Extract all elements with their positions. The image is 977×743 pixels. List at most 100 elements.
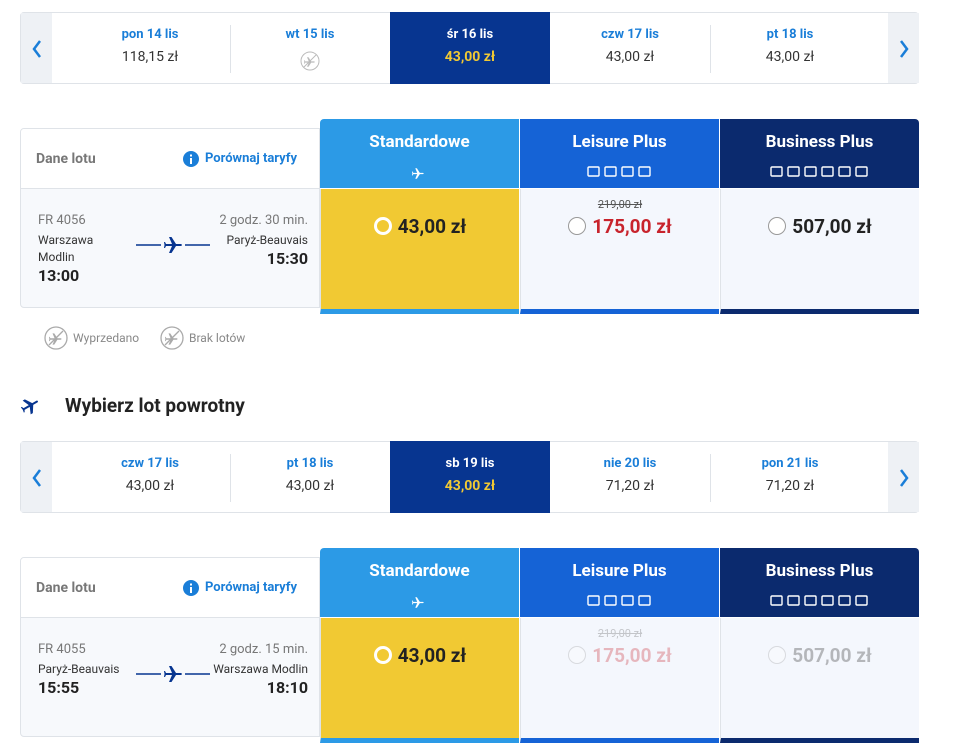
date-price: 71,20 zł (765, 478, 815, 494)
route-icon (136, 237, 210, 253)
departure: 13:00 (38, 266, 80, 285)
date-price: 71,20 zł (605, 478, 655, 494)
flight-details: Dane lotu Porównaj taryfy FR 4056 2 godz. 3… (20, 128, 320, 308)
radio[interactable] (373, 646, 392, 664)
fare-price: 175,00 zł (592, 643, 672, 667)
fare-option[interactable]: 43,00 zł (320, 189, 519, 314)
date-day: czw 17 lis (601, 27, 659, 42)
arrival: 15:30 (266, 249, 308, 268)
date-cell[interactable]: czw 17 lis 43,00 zł (550, 12, 710, 84)
fare-price: 507,00 zł (792, 643, 872, 667)
date-cell[interactable]: pt 18 lis 43,00 zł (230, 441, 390, 513)
arrow-prev[interactable] (21, 442, 52, 512)
date-cell-selected[interactable]: śr 16 lis 43,00 zł (390, 12, 550, 84)
date-day: pt 18 lis (286, 456, 334, 471)
date-price: 118,15 zł (121, 49, 179, 65)
chevron (900, 40, 909, 58)
divider (230, 454, 231, 502)
date-cell-selected[interactable]: sb 19 lis 43,00 zł (390, 441, 550, 513)
radio (768, 646, 787, 664)
date-price: 43,00 zł (444, 49, 496, 65)
arrow-prev[interactable] (21, 13, 52, 83)
compare-fares[interactable]: Porównaj taryfy (183, 150, 313, 168)
fare-name: Leisure Plus (572, 561, 667, 581)
date-strip: czw 17 lis 43,00 zł pt 18 lis 43,00 zł sb 19… (20, 441, 919, 513)
legend-icon (160, 326, 184, 350)
details-label: Dane lotu (36, 580, 96, 596)
date-price: 43,00 zł (285, 478, 335, 494)
fare-header: Leisure Plus (520, 548, 719, 617)
fare-price-group: 507,00 zł (721, 618, 919, 698)
date-price: 43,00 zł (765, 49, 815, 65)
chevron (32, 40, 41, 58)
date-price: 43,00 zł (125, 478, 175, 494)
fare-price: 175,00 zł (592, 214, 672, 238)
date-price: 43,00 zł (605, 49, 655, 65)
old-price: 219,00 zł (597, 627, 643, 640)
price-row: 43,00 zł (321, 213, 519, 239)
fare-option: 219,00 zł 175,00 zł (520, 618, 719, 743)
flight-details: Dane lotu Porównaj taryfy FR 4055 2 godz. 1… (20, 557, 320, 737)
fare-icons (412, 168, 424, 179)
flight-duration: 2 godz. 15 min. (219, 642, 308, 657)
arrow-next[interactable] (888, 13, 919, 83)
fare-icons (769, 166, 868, 177)
date-cell[interactable]: pt 18 lis 43,00 zł (710, 12, 870, 84)
date-day: nie 20 lis (603, 456, 657, 471)
price-row: 43,00 zł (321, 642, 519, 668)
compare-label: Porównaj taryfy (205, 580, 297, 595)
destination: Warszawa Modlin (213, 662, 308, 676)
date-cell[interactable]: pon 21 lis 71,20 zł (710, 441, 870, 513)
fare-price: 507,00 zł (792, 214, 872, 238)
date-day: czw 17 lis (121, 456, 179, 471)
radio[interactable] (768, 217, 787, 235)
fare-name: Leisure Plus (572, 132, 667, 152)
fare-name: Standardowe (369, 132, 470, 152)
legend-label: Wyprzedano (73, 331, 140, 345)
origin: Warszawa Modlin (38, 233, 94, 264)
fare-option: 507,00 zł (720, 618, 919, 743)
radio (568, 646, 587, 664)
fare-price: 43,00 zł (397, 214, 467, 238)
date-cell[interactable]: wt 15 lis (230, 12, 390, 84)
arrow-next[interactable] (888, 442, 919, 512)
flight-number: FR 4056 (38, 213, 86, 228)
date-cell[interactable]: pon 14 lis 118,15 zł (70, 12, 230, 84)
info-icon (183, 580, 199, 596)
old-price: 219,00 zł (597, 198, 643, 211)
details-header: Dane lotu Porównaj taryfy (21, 129, 319, 189)
date-cell[interactable]: nie 20 lis 71,20 zł (550, 441, 710, 513)
radio[interactable] (568, 217, 587, 235)
price-row: 175,00 zł (521, 213, 719, 239)
price-row: 175,00 zł (521, 642, 719, 668)
fare-header: Leisure Plus (520, 119, 719, 188)
date-day: pon 21 lis (761, 456, 819, 471)
fare-option[interactable]: 219,00 zł 175,00 zł (520, 189, 719, 314)
compare-label: Porównaj taryfy (205, 151, 297, 166)
date-day: śr 16 lis (446, 27, 494, 42)
fare-option[interactable]: 507,00 zł (720, 189, 919, 314)
radio[interactable] (373, 217, 392, 235)
fare-price-group: 43,00 zł (321, 618, 519, 698)
fare-price-group: 507,00 zł (721, 189, 919, 269)
fare-price-group: 219,00 zł 175,00 zł (521, 189, 719, 269)
fare-header: Business Plus (720, 119, 919, 188)
fare-icons (586, 166, 651, 177)
compare-fares[interactable]: Porównaj taryfy (183, 579, 313, 597)
price-row: 507,00 zł (721, 213, 919, 239)
fare-name: Standardowe (369, 561, 470, 581)
divider (710, 454, 711, 502)
fare-price: 43,00 zł (397, 643, 467, 667)
date-day: wt 15 lis (285, 27, 335, 42)
date-strip: pon 14 lis 118,15 zł wt 15 lis śr 16 lis 43,… (20, 12, 919, 84)
fare-name: Business Plus (765, 561, 874, 581)
destination: Paryż-Beauvais (226, 233, 309, 247)
arrival: 18:10 (266, 678, 308, 697)
fare-option[interactable]: 43,00 zł (320, 618, 519, 743)
legend-label: Brak lotów (189, 331, 246, 345)
fare-header: Business Plus (720, 548, 919, 617)
date-cell[interactable]: czw 17 lis 43,00 zł (70, 441, 230, 513)
fare-icons (586, 595, 651, 606)
flight-duration: 2 godz. 30 min. (219, 213, 308, 228)
date-price: 43,00 zł (444, 478, 496, 494)
